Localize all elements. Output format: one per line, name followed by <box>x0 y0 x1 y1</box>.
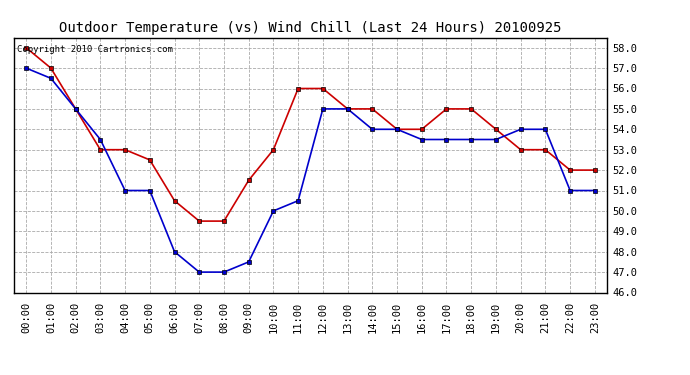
Text: Copyright 2010 Cartronics.com: Copyright 2010 Cartronics.com <box>17 45 172 54</box>
Title: Outdoor Temperature (vs) Wind Chill (Last 24 Hours) 20100925: Outdoor Temperature (vs) Wind Chill (Las… <box>59 21 562 35</box>
